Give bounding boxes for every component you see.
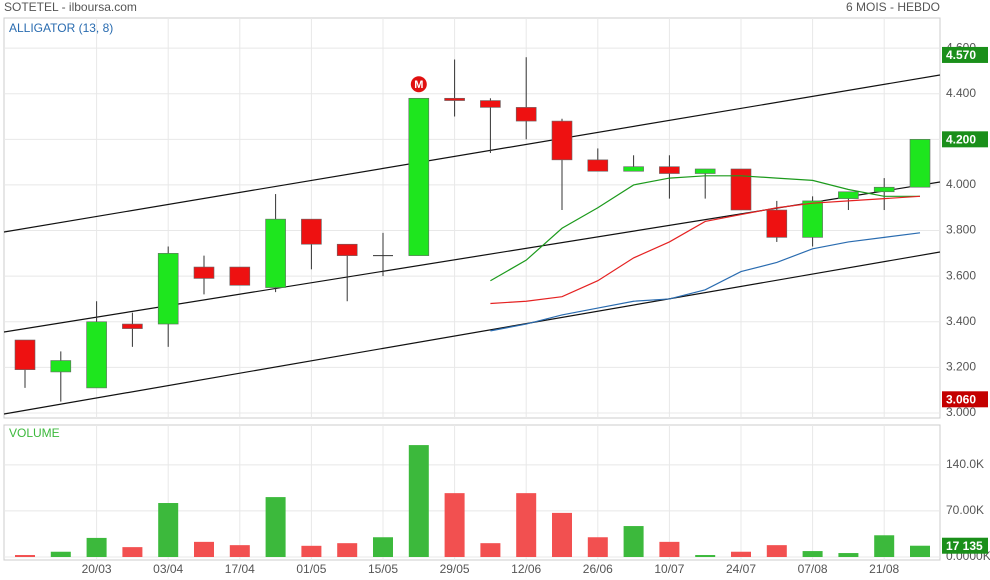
candle-body <box>873 186 895 193</box>
x-tick-label: 12/06 <box>511 562 541 576</box>
y-tick-label: 3.000 <box>946 405 976 419</box>
alligator-line <box>490 195 921 305</box>
x-tick-label: 17/04 <box>225 562 255 576</box>
volume-bar <box>838 553 859 557</box>
volume-bar <box>229 545 250 557</box>
x-tick-label: 03/04 <box>153 562 183 576</box>
candle-body <box>14 339 36 370</box>
y-tick-label: 4.400 <box>946 86 976 100</box>
candle-body <box>301 218 322 245</box>
candle-body <box>838 191 859 199</box>
x-tick-label: 20/03 <box>82 562 112 576</box>
channel-line <box>4 74 940 233</box>
channel <box>4 74 940 415</box>
volume-bar <box>50 551 71 557</box>
candle-body <box>122 323 143 329</box>
volume-bar <box>158 503 179 557</box>
y-tick-label: 140.0K <box>946 457 984 471</box>
candle-body <box>50 360 72 373</box>
x-tick-label: 10/07 <box>654 562 684 576</box>
alligator-line <box>490 175 920 282</box>
y-tick-label: 3.600 <box>946 268 976 282</box>
price-panel <box>3 17 941 419</box>
volume-bar <box>766 545 787 557</box>
price-marker-label: 4.200 <box>946 132 976 146</box>
volume-bar <box>552 512 572 557</box>
volume-bar <box>874 535 895 557</box>
candle-body <box>694 168 716 174</box>
y-tick-label: 3.800 <box>946 223 976 237</box>
volume-bar <box>301 545 322 557</box>
x-tick-label: 24/07 <box>726 562 756 576</box>
price-marker <box>942 391 988 408</box>
volume-bar <box>194 541 214 557</box>
volume-bar <box>373 537 393 557</box>
candle-body <box>623 166 644 172</box>
volume-bar <box>623 526 644 557</box>
volume-bar <box>480 543 501 557</box>
volume-bar <box>587 537 608 557</box>
x-tick-label: 26/06 <box>583 562 613 576</box>
y-tick-label: 3.400 <box>946 314 976 328</box>
price-marker <box>942 537 988 554</box>
candle-body <box>157 253 179 325</box>
volume-bar <box>516 493 537 557</box>
candle-body <box>86 321 107 389</box>
volume-bar <box>15 555 35 557</box>
header-left: SOTETEL - ilboursa.com <box>4 0 137 14</box>
volume-bar <box>802 551 823 557</box>
channel-line <box>4 251 940 415</box>
candle-body <box>515 107 537 122</box>
y-tick-label: 4.000 <box>946 177 976 191</box>
candle-body <box>730 168 752 211</box>
y-tick-label: 70.00K <box>946 503 984 517</box>
volume-bar <box>265 497 286 557</box>
volume-panel <box>3 424 941 561</box>
y-tick-label: 3.200 <box>946 360 976 374</box>
candle-body <box>265 218 286 288</box>
candle-body <box>766 209 788 238</box>
candle-body <box>193 266 215 279</box>
volume-bar <box>910 545 930 557</box>
alligator-line <box>490 232 921 332</box>
volume-bar <box>122 547 143 557</box>
x-tick-label: 21/08 <box>869 562 899 576</box>
panel-title: VOLUME <box>9 426 60 440</box>
volume-bar <box>444 493 465 557</box>
candle-body <box>659 166 680 174</box>
volume-bar <box>731 551 751 557</box>
price-marker-label: 3.060 <box>946 392 976 406</box>
volume-bar <box>695 555 716 557</box>
candle-body <box>229 266 251 286</box>
price-marker-label: 4.570 <box>946 48 976 62</box>
annotation-marker <box>410 76 427 93</box>
volume-bar <box>86 537 107 557</box>
price-marker-label: 17 135 <box>946 539 983 553</box>
candle-body <box>802 200 823 238</box>
volume-bar <box>337 543 358 557</box>
panel-title: ALLIGATOR (13, 8) <box>9 21 113 35</box>
candle-body <box>444 97 465 101</box>
candle-body <box>480 100 501 108</box>
candle-body <box>587 159 609 172</box>
candle-body <box>551 120 573 161</box>
volume-bar <box>408 445 429 557</box>
candle-body <box>909 139 931 188</box>
x-tick-label: 01/05 <box>296 562 326 576</box>
price-marker <box>942 46 988 63</box>
price-marker <box>942 131 988 148</box>
x-tick-label: 15/05 <box>368 562 398 576</box>
x-tick-label: 07/08 <box>798 562 828 576</box>
header-right: 6 MOIS - HEBDO <box>846 0 940 14</box>
candle-body <box>336 243 358 256</box>
x-tick-label: 29/05 <box>440 562 470 576</box>
candle-body <box>408 97 430 256</box>
volume-bar <box>659 541 680 557</box>
annotation-label: M <box>414 79 423 91</box>
